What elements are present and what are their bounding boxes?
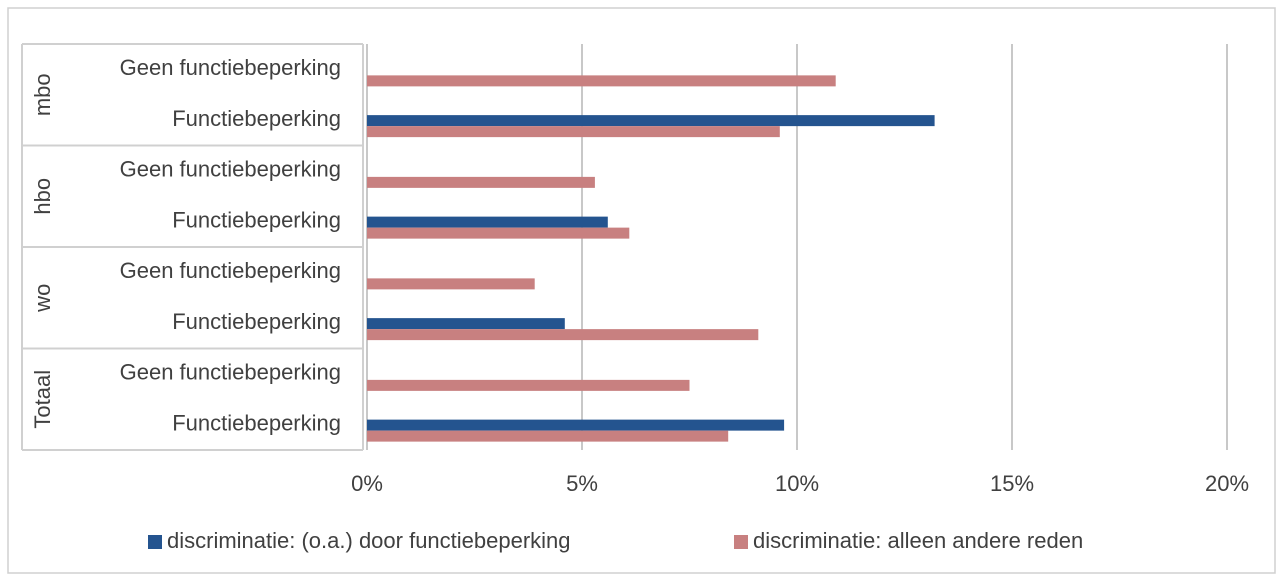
category-label: Functiebeperking — [172, 207, 341, 232]
legend-label-2: discriminatie: alleen andere reden — [753, 528, 1083, 553]
bar-series-1-5 — [367, 318, 565, 330]
bar-series-1-3 — [367, 216, 608, 228]
bar-series-1-1 — [367, 115, 935, 127]
category-label: Functiebeperking — [172, 106, 341, 131]
group-label-wo: wo — [30, 284, 55, 313]
bar-series-2-6 — [367, 379, 690, 391]
x-tick-label: 0% — [351, 471, 383, 496]
bar-series-2-1 — [367, 126, 780, 138]
category-label: Functiebeperking — [172, 309, 341, 334]
bars — [367, 75, 935, 442]
chart-border — [7, 7, 1276, 574]
category-label: Geen functiebeperking — [120, 55, 341, 80]
bar-series-1-7 — [367, 419, 785, 431]
x-axis-ticks: 0% 5% 10% 15% 20% — [351, 471, 1249, 496]
group-label-mbo: mbo — [30, 73, 55, 116]
bar-series-2-7 — [367, 430, 729, 442]
legend-label-1: discriminatie: (o.a.) door functiebeperk… — [167, 528, 571, 553]
legend: discriminatie: (o.a.) door functiebeperk… — [148, 528, 1083, 553]
legend-swatch-1 — [148, 535, 162, 549]
bar-series-2-2 — [367, 176, 595, 188]
category-label: Functiebeperking — [172, 410, 341, 435]
bar-series-2-0 — [367, 75, 836, 87]
category-label: Geen functiebeperking — [120, 360, 341, 385]
x-tick-label: 10% — [775, 471, 819, 496]
group-label-totaal: Totaal — [30, 370, 55, 429]
bar-series-2-3 — [367, 227, 630, 239]
bar-series-2-4 — [367, 278, 535, 290]
category-label: Geen functiebeperking — [120, 157, 341, 182]
x-tick-label: 20% — [1205, 471, 1249, 496]
group-label-hbo: hbo — [30, 178, 55, 215]
category-label: Geen functiebeperking — [120, 258, 341, 283]
x-tick-label: 15% — [990, 471, 1034, 496]
category-axis: mbo hbo wo Totaal Geen functiebeperking Funct… — [21, 43, 364, 451]
legend-swatch-2 — [734, 535, 748, 549]
bar-series-2-5 — [367, 329, 759, 341]
x-tick-label: 5% — [566, 471, 598, 496]
